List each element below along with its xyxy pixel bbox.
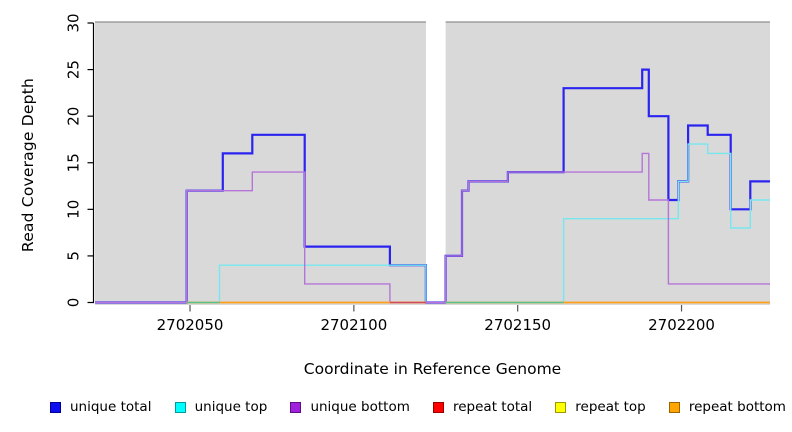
x-axis-title: Coordinate in Reference Genome [303, 360, 562, 378]
legend-swatch-unique-total [50, 401, 61, 413]
legend-item-unique-bottom: unique bottom [290, 399, 410, 415]
x-tick-label-2702050: 2702050 [157, 316, 224, 334]
chart-canvas: 0 5 10 15 20 25 30 2702050 2702100 2702150 2702200 [64, 13, 770, 334]
y-tick-label-25: 25 [64, 60, 82, 79]
series-unique-bottom [95, 152, 770, 304]
legend-swatch-repeat-bottom [668, 401, 680, 413]
x-tick-label-2702200: 2702200 [648, 316, 715, 334]
legend-label-unique-bottom: unique bottom [310, 399, 410, 415]
legend-swatch-unique-bottom [290, 401, 302, 413]
y-tick-label-30: 30 [65, 13, 83, 32]
coverage-gap-band [425, 16, 446, 304]
legend-item-repeat-top: repeat top [555, 399, 646, 415]
y-tick-label-15: 15 [64, 153, 82, 172]
legend-item-unique-total: unique total [50, 399, 151, 415]
x-tick-label-2702150: 2702150 [484, 316, 551, 334]
legend: unique total unique top unique bottom repea… [50, 399, 786, 415]
legend-label-unique-total: unique total [70, 399, 152, 415]
legend-swatch-repeat-top [555, 401, 567, 413]
y-axis-title: Read Coverage Depth [19, 77, 37, 253]
legend-item-repeat-total: repeat total [432, 399, 533, 415]
legend-label-repeat-bottom: repeat bottom [688, 399, 786, 415]
legend-swatch-repeat-total [432, 401, 444, 413]
legend-swatch-unique-top [174, 401, 186, 413]
legend-label-repeat-total: repeat total [452, 399, 533, 415]
series-unique-top-run2 [445, 143, 770, 304]
y-tick-label-10: 10 [65, 200, 83, 219]
y-axis-title-wrap: Read Coverage Depth [14, 0, 42, 330]
legend-item-unique-top: unique top [174, 399, 268, 415]
legend-label-unique-top: unique top [194, 399, 268, 415]
y-tick-label-20: 20 [64, 107, 82, 126]
y-tick-label-0: 0 [65, 298, 83, 308]
legend-label-repeat-top: repeat top [575, 399, 646, 415]
x-tick-label-2702100: 2702100 [320, 316, 387, 334]
legend-item-repeat-bottom: repeat bottom [668, 399, 786, 415]
y-tick-label-5: 5 [65, 251, 83, 261]
